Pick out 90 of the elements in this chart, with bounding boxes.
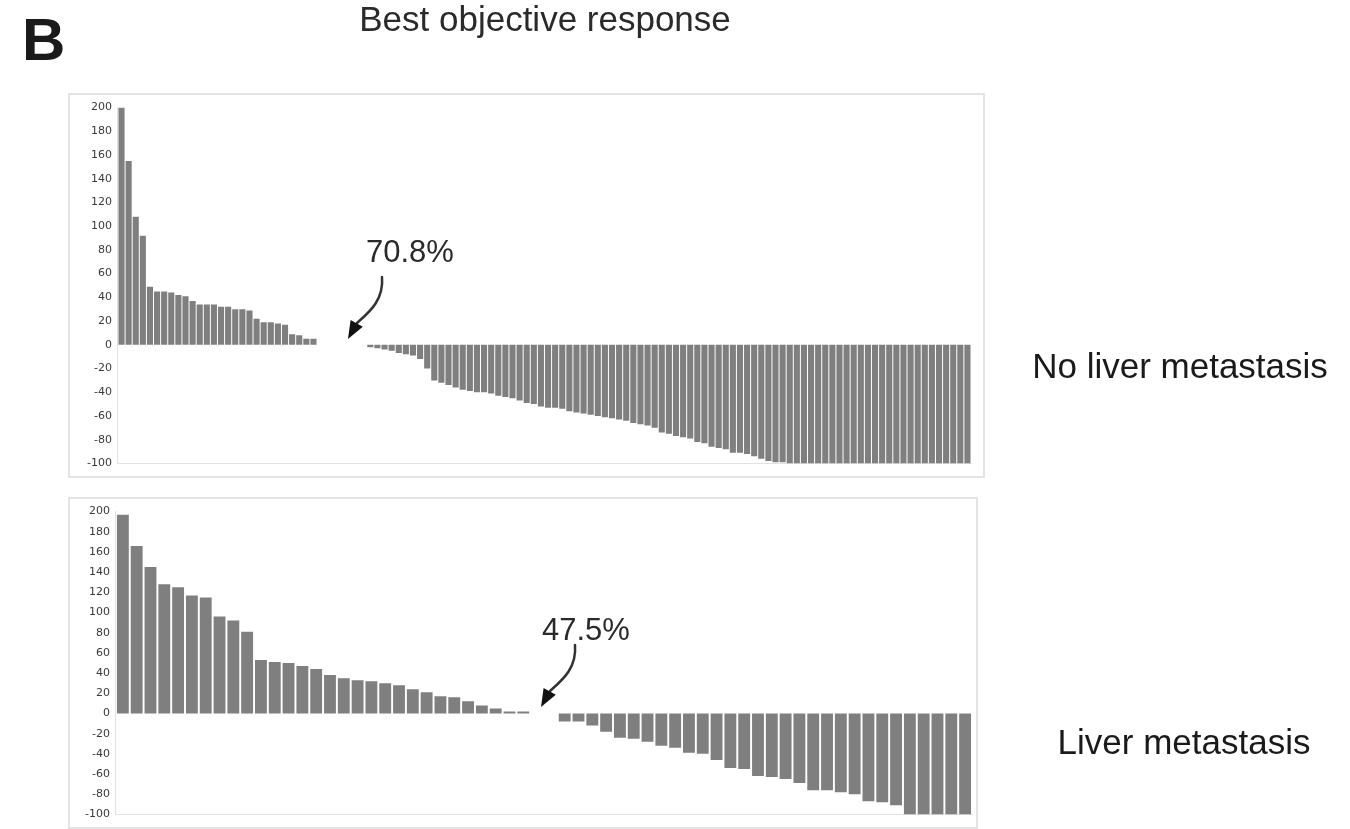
y-tick-label: 100 xyxy=(90,219,112,233)
annotation: 47.5% xyxy=(542,612,630,649)
bar xyxy=(144,567,157,714)
y-tick-label: 80 xyxy=(97,242,112,256)
bar xyxy=(393,685,405,714)
bar xyxy=(199,597,212,714)
bar xyxy=(241,631,254,714)
bar xyxy=(379,683,392,714)
bar xyxy=(227,620,240,714)
bar xyxy=(683,713,695,753)
bar xyxy=(158,584,171,714)
bar xyxy=(959,713,972,815)
bar xyxy=(517,711,530,714)
y-tick-label: 40 xyxy=(95,665,110,679)
bar xyxy=(255,659,267,714)
bar xyxy=(876,713,889,803)
y-tick-label: -60 xyxy=(94,408,112,422)
y-tick-label: 0 xyxy=(102,706,110,720)
bar xyxy=(268,661,281,714)
y-tick-label: 0 xyxy=(104,337,112,351)
bar xyxy=(903,713,916,815)
bar xyxy=(296,666,309,714)
bar xyxy=(130,545,143,714)
y-tick-label: -20 xyxy=(94,361,112,375)
y-tick-label: 180 xyxy=(90,124,112,138)
y-tick-label: -60 xyxy=(92,766,110,780)
y-tick-label: 180 xyxy=(88,524,110,538)
bar xyxy=(807,713,820,791)
y-tick-label: 140 xyxy=(90,171,112,185)
bar xyxy=(641,713,654,742)
bar xyxy=(862,713,875,802)
y-tick-label: -80 xyxy=(92,787,110,801)
bar xyxy=(185,595,198,714)
text: B xyxy=(22,6,66,73)
bar xyxy=(655,713,668,746)
bar xyxy=(600,713,613,732)
y-tick-label: -100 xyxy=(87,456,112,470)
bar xyxy=(116,514,129,714)
bar xyxy=(890,713,902,806)
bar xyxy=(945,713,958,815)
bar xyxy=(834,713,847,793)
y-tick-label: -20 xyxy=(92,726,110,740)
y-tick-label: 120 xyxy=(88,585,110,599)
bar xyxy=(627,713,640,739)
bar xyxy=(917,713,930,815)
y-tick-label: 200 xyxy=(90,100,112,114)
bar xyxy=(558,713,571,722)
y-tick-label: 160 xyxy=(90,147,112,161)
bar xyxy=(282,663,295,714)
bar xyxy=(172,587,185,714)
bar xyxy=(213,616,226,714)
y-tick-label: 120 xyxy=(90,195,112,209)
text: No liver metastasis xyxy=(1032,345,1328,387)
y-tick-label: 40 xyxy=(97,290,112,304)
bar xyxy=(324,675,336,714)
bar xyxy=(462,701,474,714)
bar xyxy=(613,713,626,738)
y-tick-label: 100 xyxy=(88,605,110,619)
bar xyxy=(310,669,323,714)
bar xyxy=(696,713,709,754)
bar xyxy=(475,705,488,714)
chart-title: Best objective response xyxy=(359,0,731,40)
bar xyxy=(931,713,944,815)
y-tick-label: 140 xyxy=(88,565,110,579)
annotation: 70.8% xyxy=(365,233,454,270)
y-tick-label: 20 xyxy=(95,686,110,700)
bar xyxy=(669,713,682,748)
y-tick-label: 20 xyxy=(97,313,112,327)
y-tick-label: -80 xyxy=(94,432,112,446)
bar xyxy=(337,678,350,714)
y-tick-label: -40 xyxy=(94,385,112,399)
y-tick-label: 60 xyxy=(95,645,110,659)
bar xyxy=(738,713,751,769)
y-tick-label: -100 xyxy=(85,807,110,821)
bar xyxy=(503,711,516,714)
text: Liver metastasis xyxy=(1057,721,1311,763)
y-tick-label: 60 xyxy=(97,266,112,280)
bar xyxy=(572,713,585,722)
bar xyxy=(586,713,599,726)
bar xyxy=(821,713,833,791)
y-tick-label: 80 xyxy=(95,625,110,639)
bar xyxy=(489,708,502,714)
y-tick-label: -40 xyxy=(92,746,110,760)
y-tick-label: 160 xyxy=(88,544,110,558)
bar xyxy=(448,697,461,714)
bar xyxy=(406,689,419,714)
bar xyxy=(752,713,764,777)
y-tick-label: 200 xyxy=(88,504,110,518)
bar xyxy=(848,713,861,795)
bar xyxy=(765,713,778,778)
